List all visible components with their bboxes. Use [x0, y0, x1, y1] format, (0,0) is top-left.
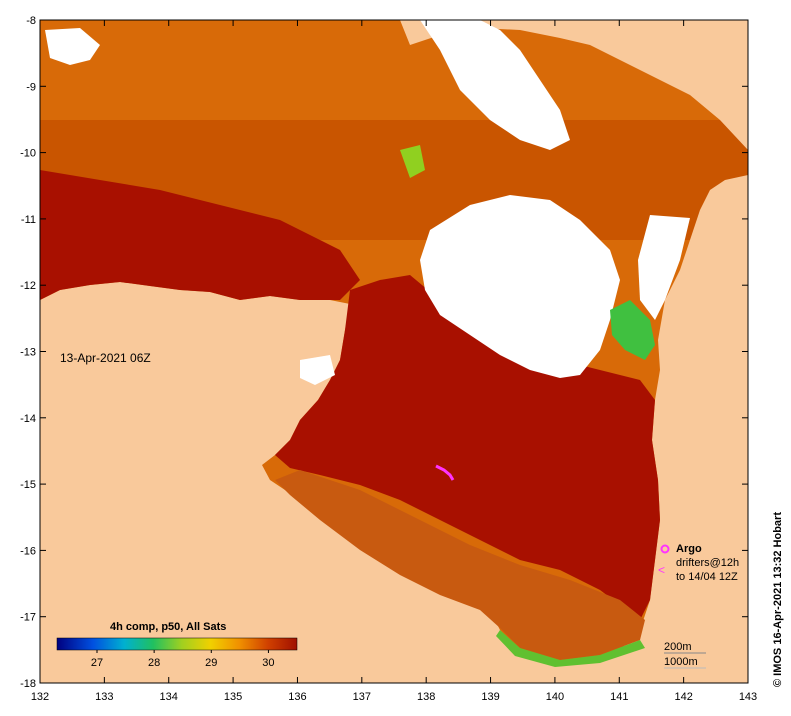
y-tick-label: -16: [20, 545, 36, 557]
gulf-south-rim: [275, 470, 645, 660]
legend: Argo drifters@12h < to 14/04 12Z: [658, 543, 739, 583]
x-tick-label: 141: [610, 691, 628, 703]
cloud-east: [638, 215, 690, 320]
argo-marker: [660, 544, 670, 554]
drifter-marker: <: [658, 563, 665, 577]
x-tick-label: 134: [160, 691, 178, 703]
x-tick-label: 140: [546, 691, 564, 703]
y-tick-label: -13: [20, 347, 36, 359]
y-tick-label: -10: [20, 148, 36, 160]
contour-legend: 200m 1000m: [664, 641, 706, 669]
legend-drifters: drifters@12h: [676, 557, 739, 569]
y-tick-label: -14: [20, 413, 36, 425]
x-tick-label: 136: [288, 691, 306, 703]
x-tick-label: 143: [739, 691, 757, 703]
colorbar-ticks: 27 28 29 30: [91, 650, 275, 669]
colorbar-tick-label: 30: [262, 657, 274, 669]
contour-200m-label: 200m: [664, 641, 692, 653]
y-tick-label: -12: [20, 280, 36, 292]
x-tick-label: 135: [224, 691, 242, 703]
contour-1000m-label: 1000m: [664, 656, 698, 668]
x-tick-label: 142: [674, 691, 692, 703]
green-strip-south: [496, 630, 645, 667]
y-tick-label: -18: [20, 678, 36, 690]
x-axis: 132 133 134 135 136 137 138 139 140 141 142 143: [31, 20, 757, 703]
y-axis: -8 -9 -10 -11 -12 -13 -14 -15 -16 -17 -18: [20, 15, 748, 690]
x-tick-label: 132: [31, 691, 49, 703]
arafura-warm: [40, 170, 360, 300]
colorbar: 4h comp, p50, All Sats 27 28 29 30: [56, 621, 298, 669]
y-tick-label: -17: [20, 612, 36, 624]
cloud-north-central: [330, 20, 570, 150]
imos-credit: © IMOS 16-Apr-2021 13:32 Hobart: [772, 512, 784, 687]
y-tick-label: -8: [26, 15, 36, 27]
colorbar-tick-label: 27: [91, 657, 103, 669]
argo-drifter-track: [435, 464, 455, 481]
x-tick-label: 139: [481, 691, 499, 703]
colorbar-title: 4h comp, p50, All Sats: [110, 621, 226, 633]
x-tick-label: 133: [95, 691, 113, 703]
y-tick-label: -9: [26, 81, 36, 93]
land-cape-york-north: [400, 20, 748, 150]
x-tick-label: 138: [417, 691, 435, 703]
colorbar-gradient: [56, 637, 298, 651]
green-patch-north: [400, 145, 425, 178]
legend-drifters-to: to 14/04 12Z: [676, 571, 738, 583]
cloud-west-small: [300, 355, 335, 385]
cloud-gulf-north: [420, 195, 620, 378]
y-tick-label: -11: [21, 214, 36, 226]
x-tick-label: 137: [353, 691, 371, 703]
y-tick-label: -15: [20, 479, 36, 491]
green-patch-east: [610, 300, 655, 360]
datetime-label: 13-Apr-2021 06Z: [60, 351, 151, 365]
colorbar-tick-label: 29: [205, 657, 217, 669]
colorbar-tick-label: 28: [148, 657, 160, 669]
land-top-end: [40, 175, 748, 683]
cloud-north-west: [45, 28, 100, 65]
legend-argo: Argo: [676, 543, 702, 555]
